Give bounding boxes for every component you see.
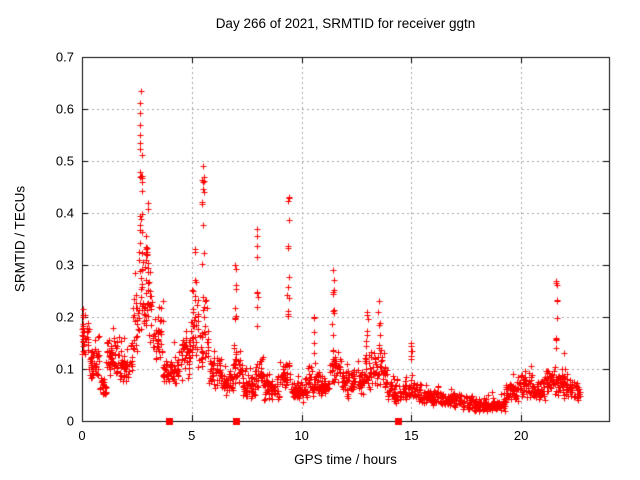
y-tick-label: 0.1	[55, 361, 74, 377]
x-tick-label: 20	[513, 428, 529, 443]
x-tick-label: 10	[294, 428, 309, 443]
y-tick-label: 0.6	[55, 101, 74, 117]
y-tick-label: 0.4	[55, 205, 74, 221]
y-tick-label: 0.3	[55, 257, 74, 273]
y-tick-label: 0	[66, 413, 74, 429]
y-axis-label: SRMTID / TECUs	[12, 185, 28, 293]
x-axis-label: GPS time / hours	[294, 452, 397, 467]
x-tick-label: 0	[78, 428, 86, 443]
y-tick-label: 0.2	[55, 309, 74, 325]
x-tick-label: 15	[404, 428, 419, 443]
x-tick-label: 5	[188, 428, 196, 443]
y-tick-label: 0.5	[55, 153, 74, 169]
chart-title: Day 266 of 2021, SRMTID for receiver ggt…	[215, 16, 476, 31]
y-tick-label: 0.7	[55, 49, 74, 65]
